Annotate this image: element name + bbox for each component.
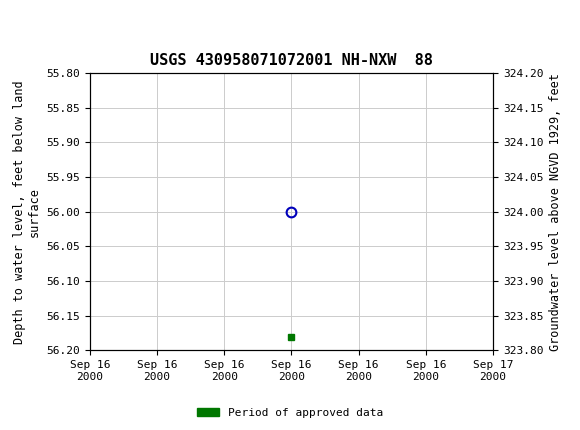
Title: USGS 430958071072001 NH-NXW  88: USGS 430958071072001 NH-NXW 88 [150, 53, 433, 68]
Text: ≡ USGS: ≡ USGS [12, 9, 77, 27]
Y-axis label: Depth to water level, feet below land
surface: Depth to water level, feet below land su… [13, 80, 41, 344]
Legend: Period of approved data: Period of approved data [193, 403, 387, 422]
Y-axis label: Groundwater level above NGVD 1929, feet: Groundwater level above NGVD 1929, feet [549, 73, 562, 351]
